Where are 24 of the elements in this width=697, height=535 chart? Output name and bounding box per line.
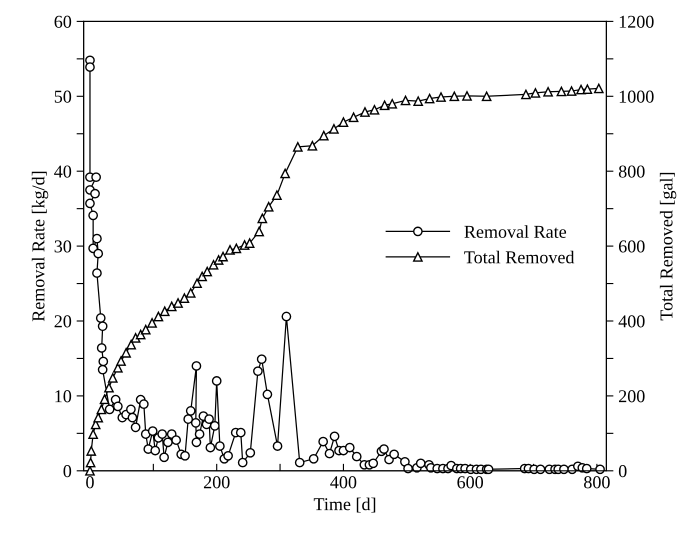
y-axis-title: Removal Rate [kg/d] [32,172,48,322]
y2-tick-label: 1000 [620,90,654,103]
legend-label: Total Removed [464,250,574,264]
y-tick-label: 40 [54,165,72,178]
x-axis-title: Time [d] [314,498,376,513]
y2-tick-label: 800 [618,165,645,178]
y2-tick-label: 200 [618,390,645,402]
x-tick-label: 0 [86,476,94,488]
y-tick-label: 10 [55,390,72,402]
y2-tick-label: 0 [618,465,627,478]
legend-label: Removal Rate [464,225,566,238]
y2-tick-label: 600 [618,240,645,253]
x-tick-label: 800 [584,476,610,488]
y-tick-label: 30 [54,240,72,253]
y2-axis-title: Total Removed [gal] [660,172,676,320]
y-tick-label: 0 [63,465,72,478]
y-tick-label: 60 [54,16,72,28]
y-tick-label: 50 [54,90,72,103]
x-tick-label: 600 [457,476,484,488]
y-tick-label: 20 [54,315,72,328]
y2-tick-label: 400 [618,315,645,328]
y2-tick-label: 1200 [620,16,654,28]
x-tick-label: 200 [204,476,230,488]
x-tick-label: 400 [330,476,356,488]
